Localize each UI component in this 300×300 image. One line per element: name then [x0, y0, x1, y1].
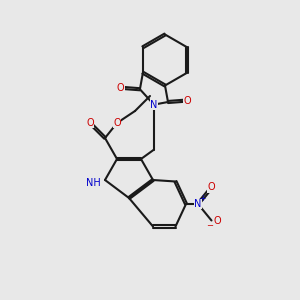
- Text: +: +: [199, 194, 205, 203]
- Text: O: O: [184, 95, 191, 106]
- Text: N: N: [194, 199, 202, 209]
- Text: O: O: [113, 118, 121, 128]
- Text: O: O: [117, 83, 124, 93]
- Text: O: O: [208, 182, 215, 193]
- Text: O: O: [214, 215, 221, 226]
- Text: NH: NH: [86, 178, 101, 188]
- Text: O: O: [86, 118, 94, 128]
- Text: −: −: [206, 221, 214, 230]
- Text: N: N: [150, 100, 158, 110]
